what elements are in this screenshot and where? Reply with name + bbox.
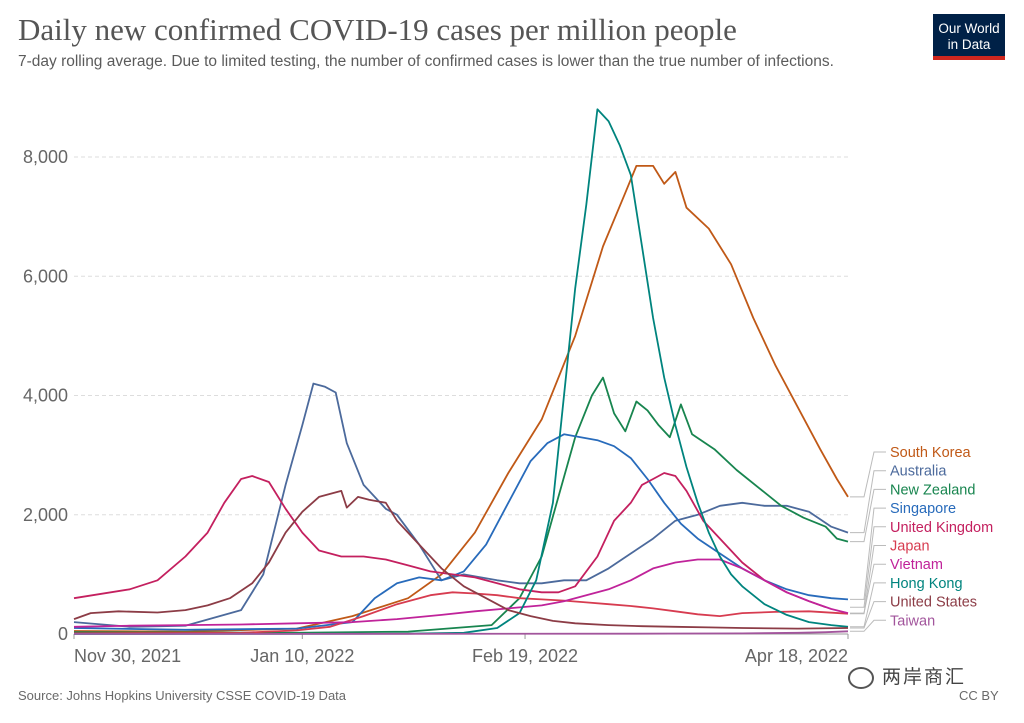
- logo-line-2: in Data: [947, 37, 991, 52]
- series-line-japan: [73, 591, 849, 635]
- legend-label-south-korea: South Korea: [890, 445, 972, 461]
- y-tick-label: 2,000: [23, 505, 68, 525]
- legend-label-taiwan: Taiwan: [890, 613, 935, 629]
- series-line-taiwan: [73, 630, 849, 635]
- x-tick-label: Nov 30, 2021: [74, 646, 181, 666]
- source-note: Source: Johns Hopkins University CSSE CO…: [18, 688, 347, 703]
- y-tick-label: 4,000: [23, 386, 68, 406]
- watermark: 两岸商汇: [848, 662, 966, 689]
- series-line-hong-kong: [73, 108, 849, 635]
- legend-connector-united-states: [850, 601, 886, 629]
- legend-label-vietnam: Vietnam: [890, 557, 943, 573]
- legend-connector-australia: [850, 470, 886, 534]
- series-line-new-zealand: [73, 376, 849, 634]
- legend-connector-japan: [850, 545, 886, 615]
- legend-label-hong-kong: Hong Kong: [890, 576, 963, 592]
- legend-label-united-states: United States: [890, 595, 977, 611]
- chart-subtitle: 7-day rolling average. Due to limited te…: [18, 53, 834, 70]
- legend-label-japan: Japan: [890, 539, 930, 555]
- legend-connector-new-zealand: [850, 488, 886, 543]
- y-tick-label: 8,000: [23, 147, 68, 167]
- legend-label-new-zealand: New Zealand: [890, 482, 975, 498]
- x-tick-label: Jan 10, 2022: [250, 646, 354, 666]
- wechat-icon: [848, 666, 874, 689]
- legend-connector-taiwan: [850, 619, 886, 632]
- series-line-united-kingdom: [73, 472, 827, 609]
- legend-connector-hong-kong: [850, 582, 886, 628]
- chart-title: Daily new confirmed COVID-19 cases per m…: [18, 12, 737, 47]
- x-tick-label: Feb 19, 2022: [472, 646, 578, 666]
- legend-connector-united-kingdom: [850, 526, 886, 608]
- legend-connector-vietnam: [850, 563, 886, 614]
- y-tick-label: 0: [58, 624, 68, 644]
- license-link[interactable]: CC BY: [959, 688, 999, 703]
- legend-connector-south-korea: [850, 451, 886, 498]
- series-line-south-korea: [73, 165, 849, 633]
- series-line-united-states: [73, 490, 849, 630]
- legend-label-australia: Australia: [890, 464, 947, 480]
- y-tick-label: 6,000: [23, 266, 68, 286]
- x-tick-label: Apr 18, 2022: [745, 646, 848, 666]
- series-line-singapore: [73, 433, 849, 631]
- legend-connector-singapore: [850, 507, 886, 600]
- legend-label-united-kingdom: United Kingdom: [890, 520, 993, 536]
- legend-label-singapore: Singapore: [890, 501, 956, 517]
- logo-line-1: Our World: [938, 21, 1000, 36]
- series-line-australia: [73, 382, 849, 628]
- watermark-text: 两岸商汇: [882, 667, 967, 688]
- owid-logo[interactable]: Our World in Data: [933, 14, 1005, 60]
- series-line-vietnam: [73, 558, 849, 628]
